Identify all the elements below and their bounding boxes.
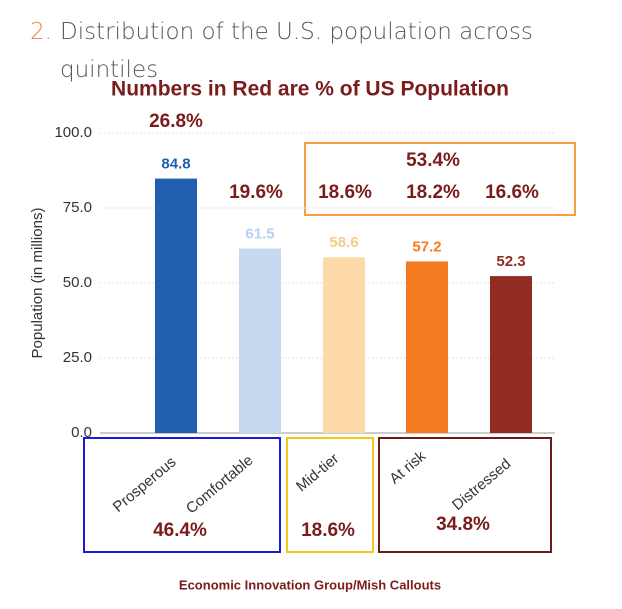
- y-tick-label: 100.0: [54, 124, 92, 141]
- bar: [155, 178, 197, 433]
- value-label: 84.8: [161, 156, 190, 173]
- source: Economic Innovation Group/Mish Callouts: [179, 577, 441, 592]
- value-label: 52.3: [496, 253, 525, 270]
- group-label: 18.6%: [301, 520, 355, 541]
- y-axis-label: Population (in millions): [29, 208, 46, 359]
- x-tick-label: Comfortable: [183, 452, 257, 518]
- value-label: 57.2: [412, 238, 441, 255]
- percent-label: 19.6%: [229, 182, 283, 203]
- y-tick-label: 50.0: [63, 274, 92, 291]
- value-label: 61.5: [245, 225, 274, 242]
- box: [286, 437, 374, 553]
- percent-label: 26.8%: [149, 111, 203, 132]
- bar: [323, 257, 365, 433]
- y-tick-label: 25.0: [63, 349, 92, 366]
- y-tick-label: 0.0: [71, 424, 92, 441]
- group-label: 53.4%: [406, 150, 460, 171]
- percent-label: 18.6%: [318, 182, 372, 203]
- x-tick-label: Distressed: [449, 455, 514, 514]
- bar: [406, 261, 448, 433]
- box: [378, 437, 552, 553]
- x-tick-label: Mid-tier: [293, 450, 342, 495]
- group-label: 46.4%: [153, 520, 207, 541]
- bar: [239, 248, 281, 433]
- y-tick-label: 75.0: [63, 199, 92, 216]
- chart-title: Distribution of the U.S. population acro…: [60, 19, 533, 83]
- x-tick-label: At risk: [386, 447, 429, 487]
- x-tick-label: Prosperous: [110, 453, 180, 515]
- percent-label: 16.6%: [485, 182, 539, 203]
- title-number: 2.: [30, 19, 52, 45]
- group-label: 34.8%: [436, 514, 490, 535]
- value-label: 58.6: [329, 234, 358, 251]
- bar: [490, 276, 532, 433]
- box: [83, 437, 281, 553]
- percent-label: 18.2%: [406, 182, 460, 203]
- subtitle: Numbers in Red are % of US Population: [111, 78, 509, 101]
- box: [304, 142, 576, 216]
